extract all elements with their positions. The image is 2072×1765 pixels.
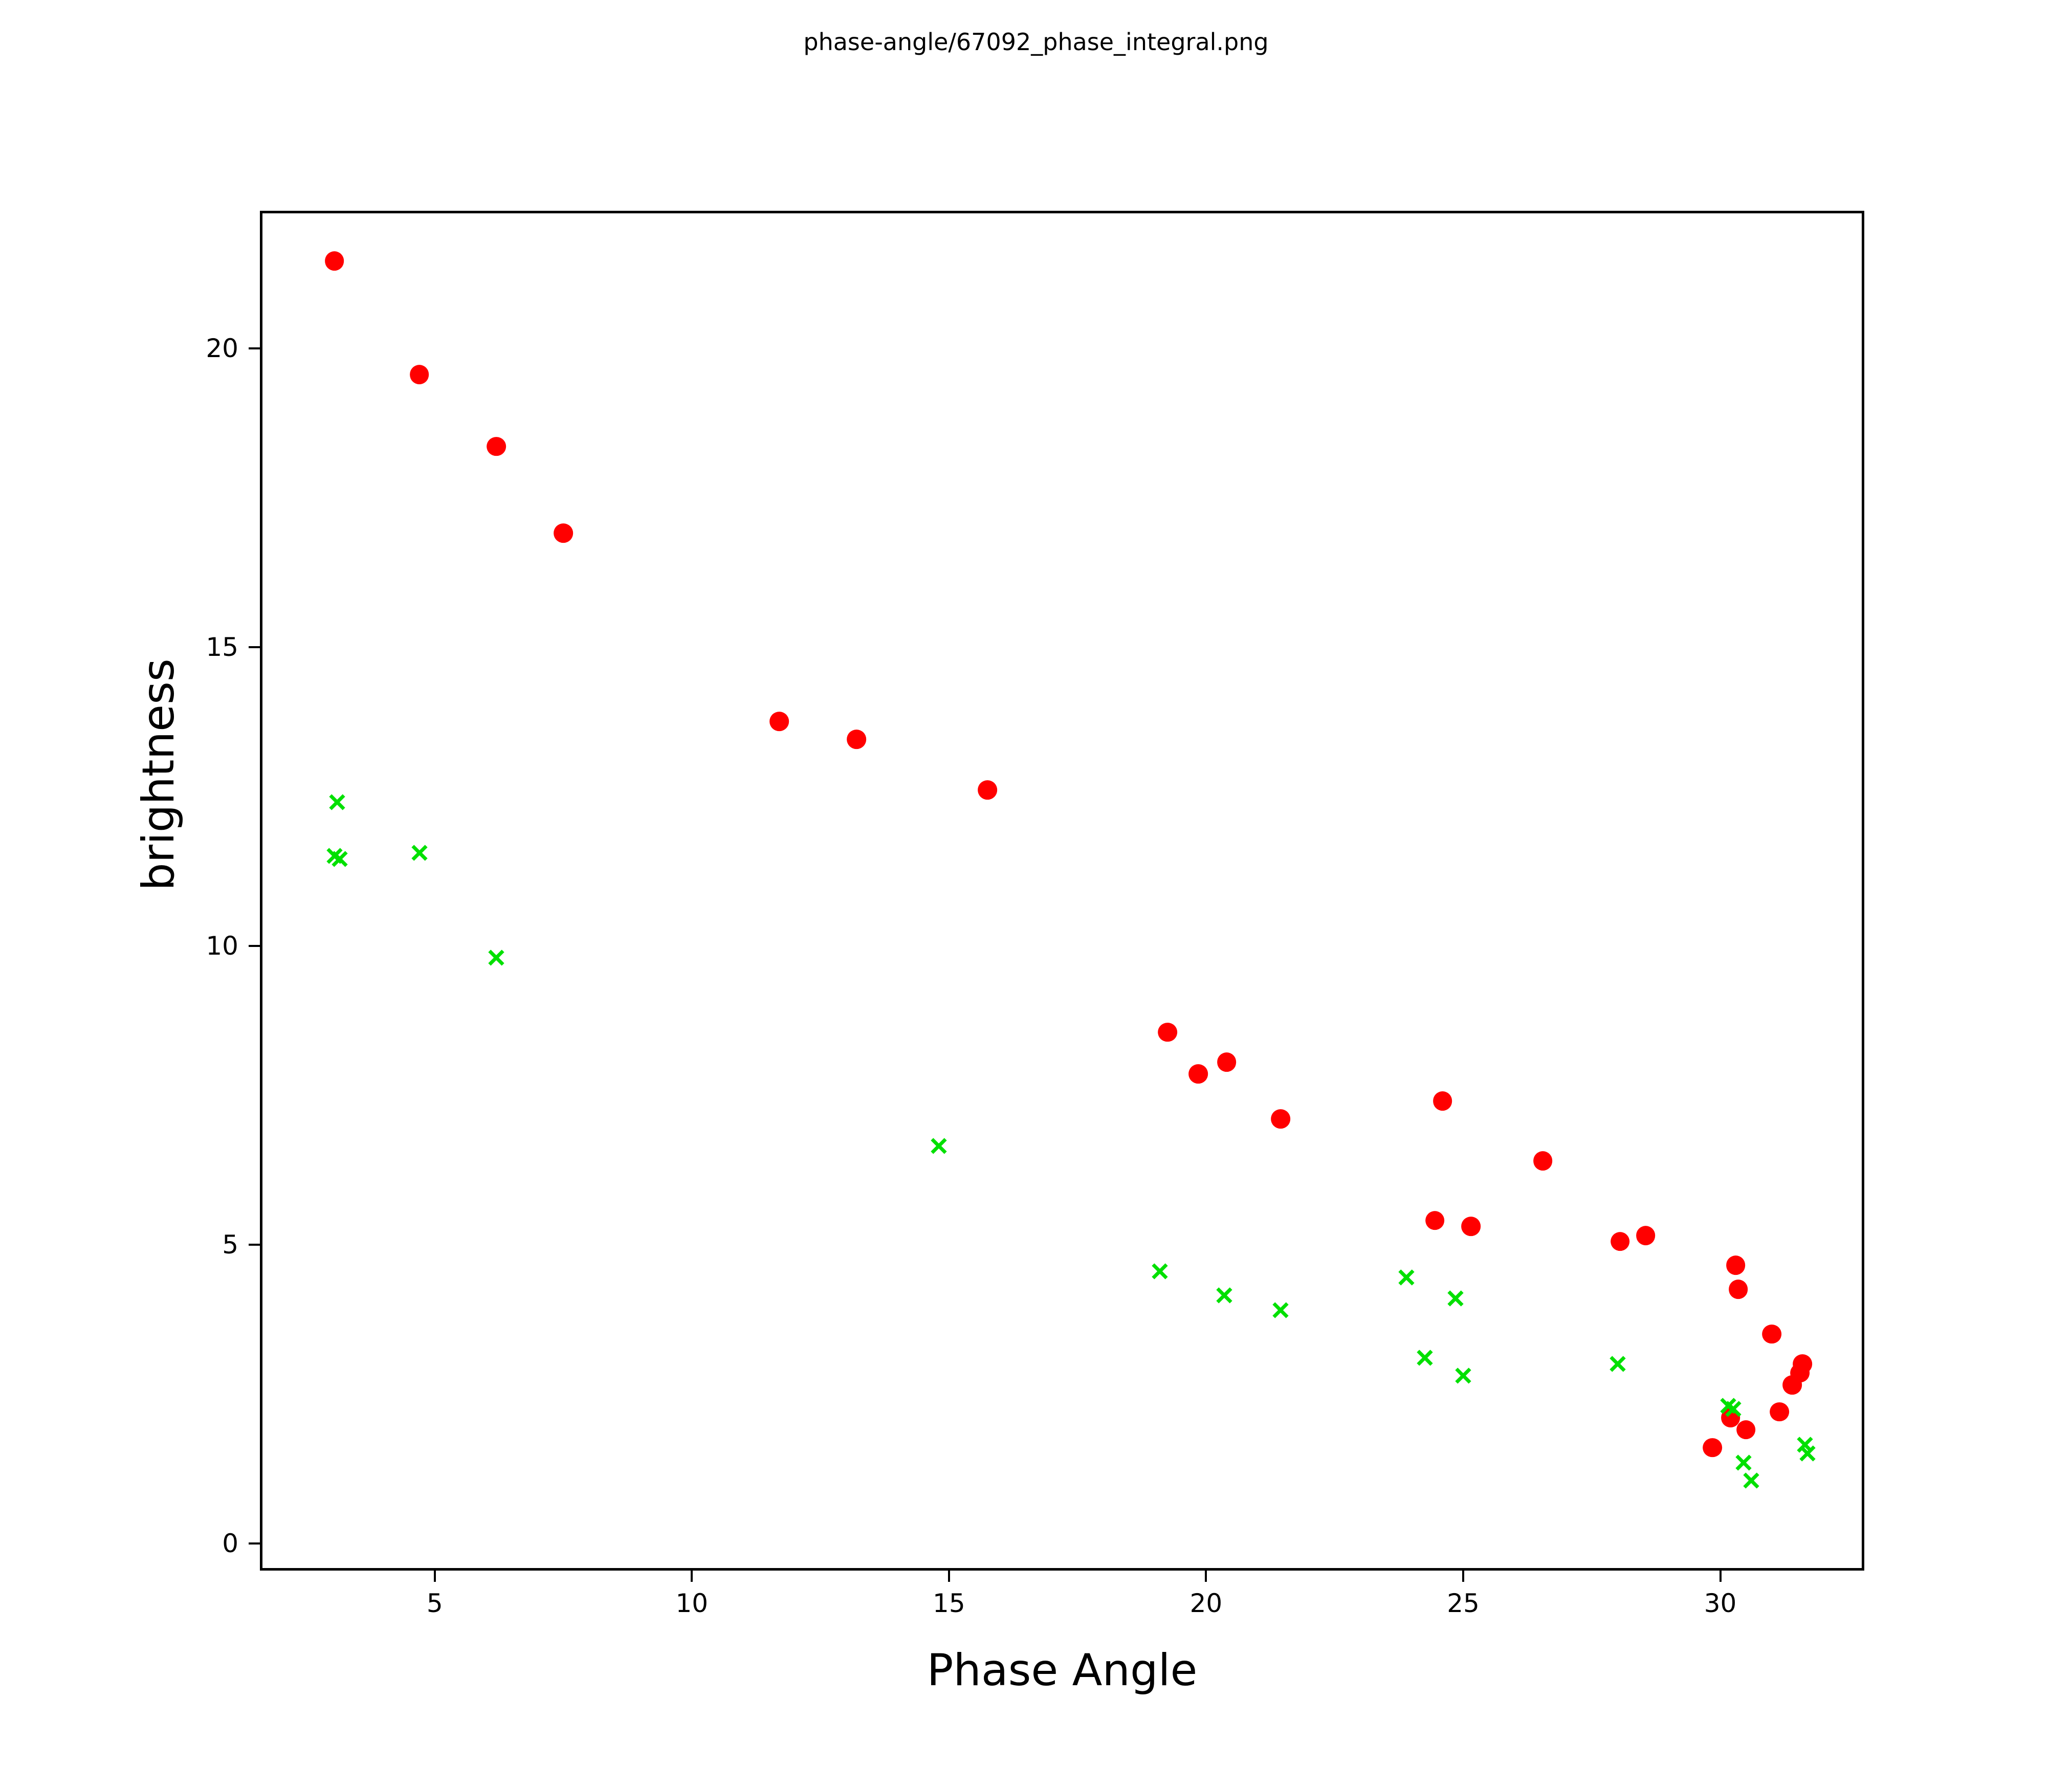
- scatter-point-green-x: [411, 845, 428, 861]
- scatter-point-green-x: [1735, 1454, 1752, 1471]
- scatter-point-green-x: [1455, 1367, 1471, 1384]
- scatter-point-red: [1793, 1354, 1813, 1374]
- x-tick-label: 5: [426, 1588, 443, 1618]
- scatter-point-green-x: [1216, 1287, 1232, 1304]
- scatter-point-red: [1736, 1420, 1756, 1440]
- scatter-point-red: [1726, 1255, 1746, 1275]
- scatter-point-red: [1703, 1438, 1723, 1458]
- scatter-point-red: [324, 251, 344, 271]
- scatter-point-green-x: [1152, 1263, 1168, 1279]
- y-tick-label: 10: [206, 931, 238, 961]
- scatter-point-green-x: [329, 794, 345, 810]
- figure-title: phase-angle/67092_phase_integral.png: [803, 28, 1269, 56]
- x-tick-mark: [433, 1571, 436, 1582]
- x-tick-mark: [1462, 1571, 1464, 1582]
- y-tick-mark: [249, 1244, 260, 1246]
- x-tick-label: 10: [675, 1588, 709, 1618]
- scatter-point-red: [487, 436, 506, 456]
- y-tick-label: 0: [222, 1529, 238, 1559]
- y-tick-mark: [249, 1542, 260, 1545]
- y-tick-mark: [249, 646, 260, 648]
- plot-data-area: [262, 213, 1862, 1568]
- y-tick-label: 15: [206, 632, 238, 662]
- scatter-point-red: [1158, 1022, 1177, 1042]
- scatter-point-red: [1271, 1109, 1290, 1129]
- scatter-point-green-x: [1743, 1472, 1759, 1489]
- scatter-point-red: [1762, 1324, 1781, 1344]
- scatter-point-green-x: [1416, 1350, 1433, 1366]
- scatter-point-red: [1188, 1064, 1208, 1084]
- x-tick-label: 30: [1704, 1588, 1737, 1618]
- plot-axes: [260, 211, 1864, 1571]
- scatter-point-red: [409, 365, 429, 385]
- y-axis-label: brightness: [133, 658, 184, 891]
- x-tick-label: 25: [1447, 1588, 1480, 1618]
- scatter-point-green-x: [1272, 1302, 1289, 1318]
- scatter-point-green-x: [1609, 1356, 1626, 1372]
- scatter-point-red: [1728, 1279, 1748, 1299]
- scatter-point-green-x: [1797, 1437, 1814, 1453]
- x-tick-label: 15: [933, 1588, 965, 1618]
- scatter-point-red: [1425, 1210, 1445, 1230]
- scatter-point-red: [1636, 1226, 1656, 1245]
- scatter-point-red: [1461, 1217, 1481, 1237]
- scatter-point-red: [978, 780, 998, 800]
- scatter-point-green-x: [931, 1137, 947, 1154]
- y-tick-mark: [249, 945, 260, 947]
- x-tick-mark: [691, 1571, 693, 1582]
- y-tick-label: 20: [206, 333, 238, 363]
- x-tick-label: 20: [1189, 1588, 1223, 1618]
- x-tick-mark: [1719, 1571, 1722, 1582]
- x-tick-mark: [1205, 1571, 1207, 1582]
- scatter-point-green-x: [1799, 1445, 1816, 1462]
- scatter-point-green-x: [332, 851, 348, 867]
- x-axis-label: Phase Angle: [927, 1645, 1198, 1696]
- scatter-point-red: [769, 712, 789, 731]
- scatter-point-green-x: [488, 949, 504, 966]
- scatter-point-red: [847, 730, 866, 749]
- y-tick-label: 5: [222, 1230, 238, 1260]
- scatter-point-red: [1770, 1402, 1789, 1422]
- scatter-point-red: [1610, 1231, 1630, 1251]
- scatter-point-green-x: [1398, 1269, 1415, 1286]
- scatter-point-red: [1432, 1091, 1452, 1111]
- scatter-point-red: [1217, 1052, 1237, 1072]
- scatter-point-green-x: [1447, 1290, 1464, 1307]
- x-tick-mark: [947, 1571, 950, 1582]
- y-tick-mark: [249, 347, 260, 349]
- scatter-point-green-x: [1725, 1401, 1742, 1417]
- scatter-point-red: [1533, 1151, 1553, 1171]
- scatter-point-red: [554, 523, 573, 543]
